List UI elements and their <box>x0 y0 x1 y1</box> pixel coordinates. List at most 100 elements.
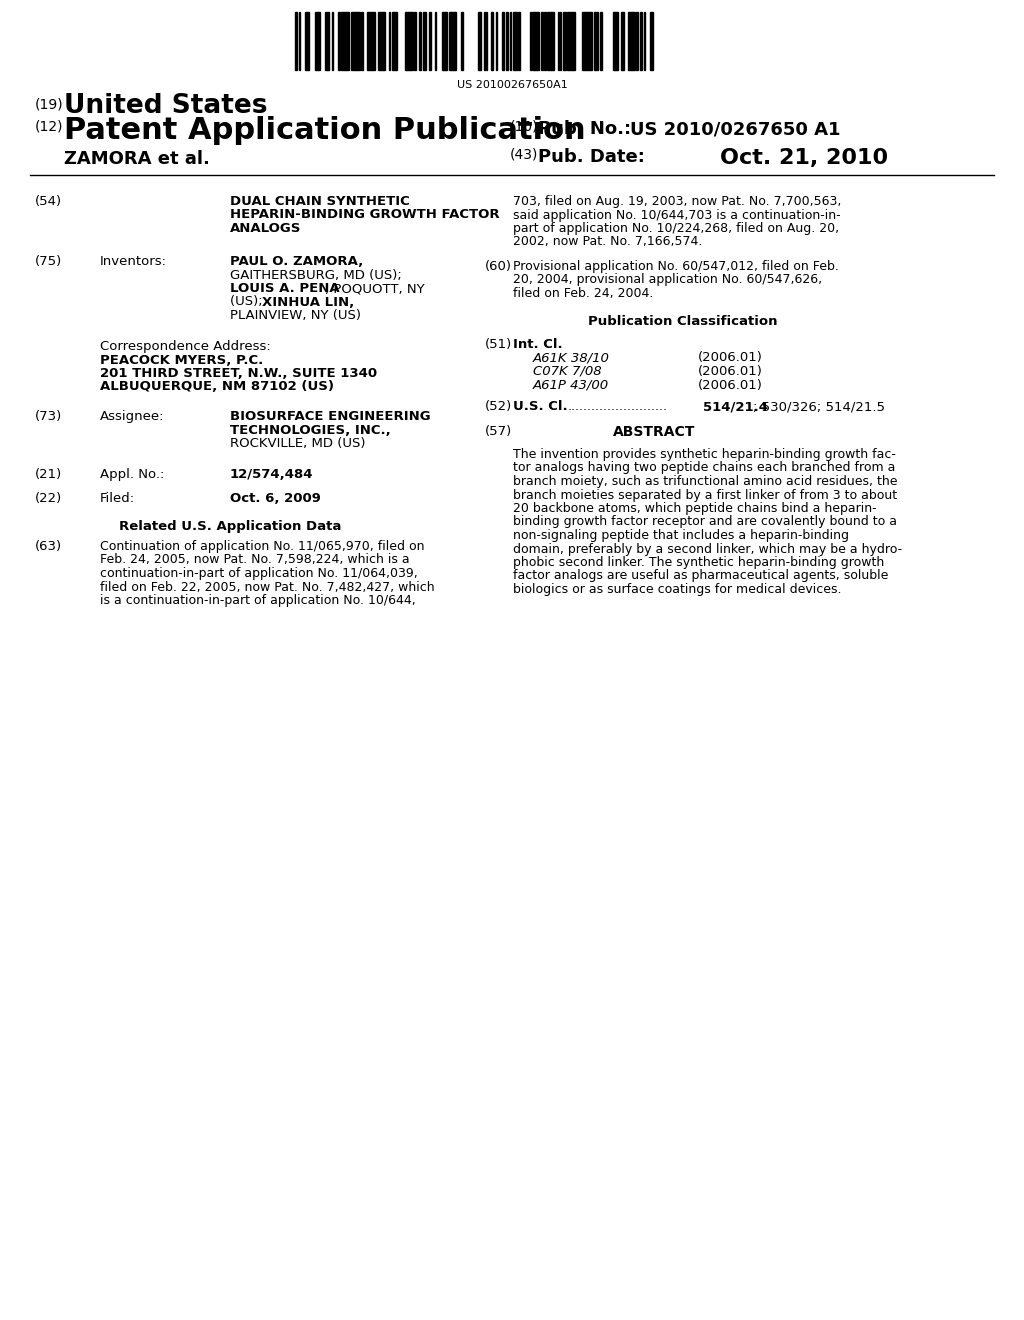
Bar <box>338 12 340 70</box>
Text: Continuation of application No. 11/065,970, filed on: Continuation of application No. 11/065,9… <box>100 540 425 553</box>
Text: .........................: ......................... <box>568 400 668 413</box>
Text: A61P 43/00: A61P 43/00 <box>534 379 609 392</box>
Bar <box>315 12 318 70</box>
Text: 20, 2004, provisional application No. 60/547,626,: 20, 2004, provisional application No. 60… <box>513 273 822 286</box>
Bar <box>305 12 308 70</box>
Text: phobic second linker. The synthetic heparin-binding growth: phobic second linker. The synthetic hepa… <box>513 556 885 569</box>
Text: XINHUA LIN,: XINHUA LIN, <box>262 296 354 309</box>
Text: Assignee:: Assignee: <box>100 411 165 422</box>
Text: C07K 7/08: C07K 7/08 <box>534 366 602 378</box>
Text: (73): (73) <box>35 411 62 422</box>
Text: Feb. 24, 2005, now Pat. No. 7,598,224, which is a: Feb. 24, 2005, now Pat. No. 7,598,224, w… <box>100 553 410 566</box>
Bar <box>371 12 375 70</box>
Text: (75): (75) <box>35 255 62 268</box>
Text: U.S. Cl.: U.S. Cl. <box>513 400 567 413</box>
Bar <box>573 12 575 70</box>
Text: BIOSURFACE ENGINEERING: BIOSURFACE ENGINEERING <box>230 411 431 422</box>
Text: (2006.01): (2006.01) <box>698 366 763 378</box>
Text: (12): (12) <box>35 120 63 135</box>
Text: Filed:: Filed: <box>100 492 135 506</box>
Bar <box>541 12 543 70</box>
Text: Publication Classification: Publication Classification <box>588 315 777 327</box>
Bar <box>595 12 598 70</box>
Bar <box>633 12 635 70</box>
Bar <box>392 12 394 70</box>
Text: (10): (10) <box>510 120 539 135</box>
Bar <box>346 12 349 70</box>
Bar <box>506 12 508 70</box>
Text: factor analogs are useful as pharmaceutical agents, soluble: factor analogs are useful as pharmaceuti… <box>513 569 889 582</box>
Text: A61K 38/10: A61K 38/10 <box>534 351 610 364</box>
Text: continuation-in-part of application No. 11/064,039,: continuation-in-part of application No. … <box>100 568 418 579</box>
Bar <box>636 12 638 70</box>
Text: said application No. 10/644,703 is a continuation-in-: said application No. 10/644,703 is a con… <box>513 209 841 222</box>
Text: filed on Feb. 22, 2005, now Pat. No. 7,482,427, which: filed on Feb. 22, 2005, now Pat. No. 7,4… <box>100 581 434 594</box>
Text: binding growth factor receptor and are covalently bound to a: binding growth factor receptor and are c… <box>513 516 897 528</box>
Text: Provisional application No. 60/547,012, filed on Feb.: Provisional application No. 60/547,012, … <box>513 260 839 273</box>
Text: PEACOCK MYERS, P.C.: PEACOCK MYERS, P.C. <box>100 354 263 367</box>
Bar <box>513 12 515 70</box>
Text: Int. Cl.: Int. Cl. <box>513 338 562 351</box>
Bar <box>589 12 592 70</box>
Bar <box>406 12 409 70</box>
Text: 2002, now Pat. No. 7,166,574.: 2002, now Pat. No. 7,166,574. <box>513 235 702 248</box>
Bar <box>478 12 481 70</box>
Bar <box>535 12 537 70</box>
Bar <box>567 12 569 70</box>
Bar <box>600 12 602 70</box>
Text: (19): (19) <box>35 96 63 111</box>
Bar <box>582 12 584 70</box>
Bar <box>419 12 421 70</box>
Bar <box>410 12 413 70</box>
Bar <box>318 12 319 70</box>
Text: ZAMORA et al.: ZAMORA et al. <box>63 150 210 168</box>
Text: part of application No. 10/224,268, filed on Aug. 20,: part of application No. 10/224,268, file… <box>513 222 839 235</box>
Text: United States: United States <box>63 92 267 119</box>
Text: Related U.S. Application Data: Related U.S. Application Data <box>119 520 341 533</box>
Text: US 20100267650A1: US 20100267650A1 <box>457 81 567 90</box>
Bar <box>395 12 397 70</box>
Text: (60): (60) <box>485 260 512 273</box>
Bar <box>423 12 426 70</box>
Text: DUAL CHAIN SYNTHETIC: DUAL CHAIN SYNTHETIC <box>230 195 410 209</box>
Bar <box>547 12 551 70</box>
Bar <box>587 12 589 70</box>
Text: HEPARIN-BINDING GROWTH FACTOR: HEPARIN-BINDING GROWTH FACTOR <box>230 209 500 222</box>
Bar <box>453 12 455 70</box>
Text: (52): (52) <box>485 400 512 413</box>
Bar <box>451 12 453 70</box>
Text: filed on Feb. 24, 2004.: filed on Feb. 24, 2004. <box>513 286 653 300</box>
Bar <box>358 12 360 70</box>
Bar <box>461 12 463 70</box>
Bar <box>552 12 554 70</box>
Text: Appl. No.:: Appl. No.: <box>100 469 165 480</box>
Bar <box>429 12 431 70</box>
Text: (57): (57) <box>485 425 512 438</box>
Bar <box>544 12 546 70</box>
Text: TECHNOLOGIES, INC.,: TECHNOLOGIES, INC., <box>230 424 391 437</box>
Bar <box>628 12 631 70</box>
Text: biologics or as surface coatings for medical devices.: biologics or as surface coatings for med… <box>513 583 842 597</box>
Text: ALBUQUERQUE, NM 87102 (US): ALBUQUERQUE, NM 87102 (US) <box>100 380 334 393</box>
Text: (2006.01): (2006.01) <box>698 351 763 364</box>
Text: ; 530/326; 514/21.5: ; 530/326; 514/21.5 <box>753 400 885 413</box>
Text: domain, preferably by a second linker, which may be a hydro-: domain, preferably by a second linker, w… <box>513 543 902 556</box>
Bar <box>361 12 362 70</box>
Bar <box>518 12 520 70</box>
Bar <box>564 12 566 70</box>
Bar <box>383 12 385 70</box>
Text: Correspondence Address:: Correspondence Address: <box>100 341 270 352</box>
Text: 12/574,484: 12/574,484 <box>230 469 313 480</box>
Text: Inventors:: Inventors: <box>100 255 167 268</box>
Text: (63): (63) <box>35 540 62 553</box>
Text: , POQUOTT, NY: , POQUOTT, NY <box>325 282 425 294</box>
Text: PLAINVIEW, NY (US): PLAINVIEW, NY (US) <box>230 309 361 322</box>
Text: (22): (22) <box>35 492 62 506</box>
Text: Oct. 21, 2010: Oct. 21, 2010 <box>720 148 888 168</box>
Text: non-signaling peptide that includes a heparin-binding: non-signaling peptide that includes a he… <box>513 529 849 543</box>
Bar <box>532 12 534 70</box>
Text: ANALOGS: ANALOGS <box>230 222 301 235</box>
Text: 201 THIRD STREET, N.W., SUITE 1340: 201 THIRD STREET, N.W., SUITE 1340 <box>100 367 377 380</box>
Bar <box>515 12 517 70</box>
Text: tor analogs having two peptide chains each branched from a: tor analogs having two peptide chains ea… <box>513 462 895 474</box>
